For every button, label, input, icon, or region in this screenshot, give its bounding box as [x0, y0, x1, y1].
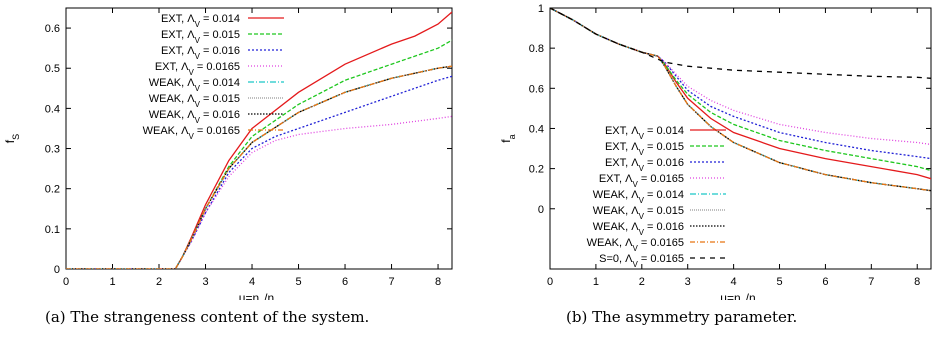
chart-b-y-tick-label: 0	[538, 204, 544, 216]
chart-a-x-tick-label: 8	[435, 276, 441, 288]
chart-a-x-tick-label: 6	[342, 276, 348, 288]
chart-a-series-line	[66, 65, 452, 269]
chart-a-series-line	[66, 65, 452, 269]
chart-a-x-tick-label: 2	[156, 276, 162, 288]
chart-b-legend-label: EXT, ΛV = 0.0165	[599, 173, 684, 189]
chart-b-x-tick-label: 8	[914, 276, 920, 288]
chart-a-legend-label: WEAK, ΛV = 0.016	[149, 109, 240, 125]
chart-b-y-tick-label: 0.4	[529, 123, 544, 135]
chart-a-y-tick-label: 0.3	[45, 144, 60, 156]
chart-a-x-tick-label: 0	[63, 276, 69, 288]
chart-a-x-tick-label: 7	[388, 276, 394, 288]
chart-b-x-tick-label: 5	[776, 276, 782, 288]
chart-a-series-line	[66, 75, 452, 269]
chart-a-y-tick-label: 0.2	[45, 184, 60, 196]
chart-a-series-line	[66, 115, 452, 269]
chart-b-legend-label: WEAK, ΛV = 0.015	[593, 205, 684, 221]
chart-a-legend-label: EXT, ΛV = 0.015	[161, 29, 240, 45]
chart-a-plot-frame	[65, 7, 453, 270]
chart-b-x-tick-label: 2	[639, 276, 645, 288]
chart-b-y-tick-label: 0.6	[529, 83, 544, 95]
chart-b-series-line	[550, 8, 931, 172]
chart-a-legend-label: WEAK, ΛV = 0.0165	[143, 125, 240, 141]
chart-a-x-tick-label: 4	[249, 276, 255, 288]
chart-b-x-tick-label: 0	[547, 276, 553, 288]
chart-a-series-group	[66, 11, 452, 269]
chart-a-x-tick-label: 5	[295, 276, 301, 288]
chart-b-series-line	[550, 8, 931, 180]
chart-b-series-group	[550, 8, 931, 192]
chart-a-y-tick-label: 0.6	[45, 23, 60, 35]
chart-b-x-tick-label: 6	[822, 276, 828, 288]
chart-a-legend-label: EXT, ΛV = 0.016	[161, 45, 240, 61]
chart-b-y-tick-label: 0.8	[529, 43, 544, 55]
chart-b-legend-label: EXT, ΛV = 0.015	[605, 141, 684, 157]
chart-a-legend-label: EXT, ΛV = 0.014	[161, 13, 240, 29]
chart-a-y-tick-label: 0.1	[45, 224, 60, 236]
chart-b-series-line	[550, 8, 931, 146]
chart-b-y-axis-label: fa	[499, 134, 517, 142]
chart-b-x-tick-label: 3	[685, 276, 691, 288]
chart-a-series-line	[66, 65, 452, 269]
chart-a-x-axis-label: u=nb/n0	[239, 291, 279, 300]
chart-b-legend-label: WEAK, ΛV = 0.016	[593, 221, 684, 237]
chart-a-y-tick-label: 0	[54, 264, 60, 276]
chart-b-legend-label: EXT, ΛV = 0.016	[605, 157, 684, 173]
chart-b-x-tick-label: 7	[868, 276, 874, 288]
chart-a-legend-label: WEAK, ΛV = 0.014	[149, 77, 240, 93]
chart-b-x-tick-label: 4	[731, 276, 737, 288]
chart-b-series-line	[550, 8, 931, 192]
caption-a: (a) The strangeness content of the syste…	[45, 308, 370, 326]
chart-b-series-line	[550, 8, 931, 79]
chart-a-x-tick-label: 3	[202, 276, 208, 288]
chart-b-y-tick-label: 1	[538, 3, 544, 15]
chart-a-y-tick-label: 0.5	[45, 63, 60, 75]
chart-b-x-axis-label: u=nb/n0	[720, 291, 760, 300]
chart-a-legend-label: EXT, ΛV = 0.0165	[155, 61, 240, 77]
chart-b-plot-frame	[549, 7, 932, 270]
chart-b-legend-label: WEAK, ΛV = 0.014	[593, 189, 684, 205]
chart-a-legend-label: WEAK, ΛV = 0.015	[149, 93, 240, 109]
chart-b-series-line	[550, 8, 931, 160]
panel-a-strangeness-content: 0 1 2 3 4 5 6 7 8 0 0.1 0.2 0.3 0.4 0.5 0.6 u=nb/n0 fS EXT…	[3, 7, 453, 300]
chart-a-x-tick-label: 1	[109, 276, 115, 288]
chart-b-legend-label: WEAK, ΛV = 0.0165	[587, 237, 684, 253]
figure: 0 1 2 3 4 5 6 7 8 0 0.1 0.2 0.3 0.4 0.5 0.6 u=nb/n0 fS EXT…	[3, 3, 932, 300]
chart-a-series-line	[66, 39, 452, 269]
chart-a-series-line	[66, 65, 452, 269]
chart-b-y-tick-label: 0.2	[529, 164, 544, 176]
caption-b: (b) The asymmetry parameter.	[566, 308, 798, 326]
chart-b-legend-label: EXT, ΛV = 0.014	[605, 125, 684, 141]
chart-a-series-line	[66, 11, 452, 269]
chart-b-x-tick-label: 1	[593, 276, 599, 288]
panel-b-asymmetry-parameter: 0 1 2 3 4 5 6 7 8 0 0.2 0.4 0.6 0.8 1 u=nb/n0 fa EXT, ΛV …	[499, 3, 932, 300]
chart-a-y-tick-label: 0.4	[45, 103, 60, 115]
chart-b-legend-label: S=0, ΛV = 0.0165	[599, 253, 684, 269]
chart-a-y-axis-label: fS	[3, 134, 21, 143]
